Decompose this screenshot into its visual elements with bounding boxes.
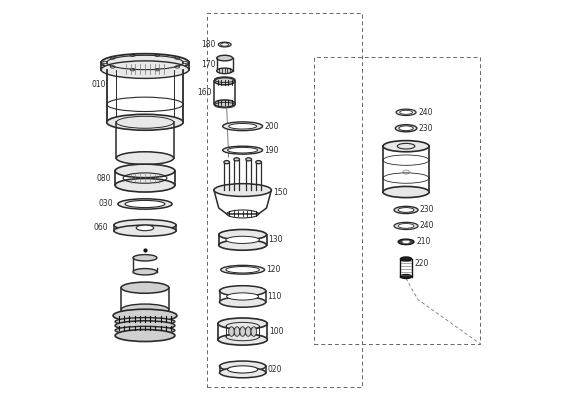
Ellipse shape	[116, 152, 173, 164]
Ellipse shape	[115, 321, 175, 330]
Text: 210: 210	[416, 237, 431, 246]
Ellipse shape	[115, 318, 175, 326]
Text: 120: 120	[266, 265, 281, 274]
Text: 110: 110	[267, 292, 282, 301]
Ellipse shape	[219, 230, 267, 240]
Text: 240: 240	[418, 108, 433, 117]
Ellipse shape	[234, 158, 240, 161]
Ellipse shape	[226, 236, 259, 244]
Ellipse shape	[240, 327, 245, 336]
Ellipse shape	[214, 184, 271, 196]
Ellipse shape	[220, 361, 266, 372]
Ellipse shape	[226, 266, 259, 273]
Ellipse shape	[394, 222, 418, 230]
Ellipse shape	[401, 274, 412, 278]
Ellipse shape	[113, 309, 177, 322]
Ellipse shape	[133, 255, 157, 261]
Ellipse shape	[245, 327, 251, 336]
Text: 150: 150	[273, 188, 288, 196]
Ellipse shape	[383, 186, 429, 198]
Ellipse shape	[402, 240, 410, 244]
Ellipse shape	[398, 208, 414, 212]
Ellipse shape	[115, 164, 175, 178]
Text: 010: 010	[92, 80, 106, 89]
Text: 020: 020	[267, 365, 282, 374]
Ellipse shape	[217, 55, 233, 61]
Ellipse shape	[218, 334, 267, 345]
Ellipse shape	[101, 54, 189, 71]
Ellipse shape	[217, 68, 233, 74]
Ellipse shape	[223, 146, 263, 154]
Ellipse shape	[115, 330, 175, 342]
Ellipse shape	[214, 100, 235, 107]
Ellipse shape	[115, 326, 175, 334]
Ellipse shape	[229, 124, 257, 129]
Text: 180: 180	[202, 40, 216, 49]
Text: 060: 060	[93, 224, 108, 232]
Ellipse shape	[246, 158, 251, 161]
Ellipse shape	[398, 239, 414, 245]
Text: 080: 080	[97, 174, 111, 182]
Ellipse shape	[256, 160, 262, 164]
Ellipse shape	[136, 225, 154, 231]
Ellipse shape	[220, 286, 266, 296]
Ellipse shape	[227, 293, 259, 300]
Ellipse shape	[219, 240, 267, 250]
Text: 100: 100	[269, 327, 284, 336]
Text: 030: 030	[98, 200, 113, 208]
Text: 230: 230	[418, 124, 433, 133]
Ellipse shape	[218, 42, 231, 47]
Bar	[314, 56, 480, 344]
Text: 200: 200	[264, 122, 279, 131]
Text: 240: 240	[420, 222, 434, 230]
Text: 170: 170	[201, 60, 215, 69]
Ellipse shape	[394, 206, 418, 214]
Ellipse shape	[101, 61, 189, 78]
Text: 190: 190	[264, 146, 279, 155]
Ellipse shape	[223, 122, 263, 131]
Ellipse shape	[228, 366, 258, 373]
Ellipse shape	[398, 224, 414, 228]
Ellipse shape	[228, 147, 258, 153]
Ellipse shape	[114, 220, 176, 231]
Text: 130: 130	[268, 235, 282, 244]
Ellipse shape	[383, 141, 429, 152]
Ellipse shape	[234, 327, 240, 336]
Ellipse shape	[118, 199, 172, 209]
Ellipse shape	[214, 78, 235, 85]
Ellipse shape	[107, 114, 183, 130]
Ellipse shape	[221, 43, 229, 46]
Ellipse shape	[399, 110, 412, 114]
Ellipse shape	[229, 327, 234, 336]
Text: 230: 230	[420, 206, 434, 214]
Ellipse shape	[220, 297, 266, 307]
Text: 160: 160	[198, 88, 212, 97]
Ellipse shape	[218, 318, 267, 329]
Ellipse shape	[396, 125, 417, 132]
Ellipse shape	[115, 178, 175, 192]
Ellipse shape	[251, 327, 257, 336]
Ellipse shape	[399, 126, 413, 131]
Ellipse shape	[224, 160, 229, 164]
Ellipse shape	[121, 304, 169, 315]
Ellipse shape	[221, 265, 264, 274]
Text: 220: 220	[414, 259, 428, 268]
Ellipse shape	[133, 268, 157, 275]
Ellipse shape	[396, 109, 416, 116]
Ellipse shape	[121, 282, 169, 293]
Ellipse shape	[114, 225, 176, 236]
Ellipse shape	[220, 368, 266, 378]
Bar	[207, 13, 362, 387]
Ellipse shape	[125, 200, 165, 208]
Ellipse shape	[401, 257, 412, 261]
